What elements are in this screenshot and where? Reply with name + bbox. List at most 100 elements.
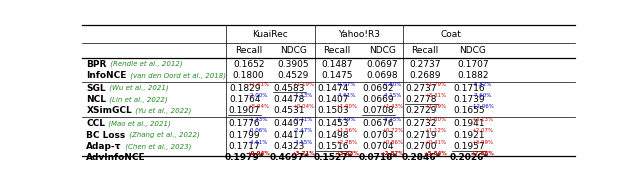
Text: -4.61%: -4.61% bbox=[337, 93, 356, 98]
Text: 0.1957: 0.1957 bbox=[453, 142, 484, 151]
Text: KuaiRec: KuaiRec bbox=[253, 30, 289, 39]
Text: 0.1800: 0.1800 bbox=[233, 71, 264, 80]
Text: 0.1453: 0.1453 bbox=[317, 119, 349, 128]
Text: 0.1716: 0.1716 bbox=[453, 84, 484, 93]
Text: +1.49%: +1.49% bbox=[424, 104, 446, 109]
Text: NDCG: NDCG bbox=[460, 46, 486, 55]
Text: 0.0698: 0.0698 bbox=[367, 71, 398, 80]
Text: 0.1707: 0.1707 bbox=[457, 60, 489, 69]
Text: 0.1516: 0.1516 bbox=[317, 142, 349, 151]
Text: 0.2732: 0.2732 bbox=[406, 119, 437, 128]
Text: 0.3905: 0.3905 bbox=[278, 60, 309, 69]
Text: +1.60%: +1.60% bbox=[424, 117, 446, 122]
Text: +5.84%: +5.84% bbox=[423, 151, 447, 156]
Text: 0.0703: 0.0703 bbox=[363, 130, 394, 140]
Text: (Mao et al., 2021): (Mao et al., 2021) bbox=[106, 120, 171, 127]
Text: -1.13%: -1.13% bbox=[294, 93, 313, 98]
Text: 0.0708: 0.0708 bbox=[363, 106, 394, 115]
Text: +0.04%: +0.04% bbox=[292, 104, 314, 109]
Text: 0.1655: 0.1655 bbox=[453, 106, 484, 115]
Text: 0.2700: 0.2700 bbox=[406, 142, 437, 151]
Text: +3.53%: +3.53% bbox=[335, 151, 359, 156]
Text: +3.13%: +3.13% bbox=[472, 117, 494, 122]
Text: Coat: Coat bbox=[440, 30, 461, 39]
Text: 0.1407: 0.1407 bbox=[317, 95, 349, 104]
Text: 0.1475: 0.1475 bbox=[321, 71, 353, 80]
Text: +0.72%: +0.72% bbox=[381, 129, 404, 134]
Text: 0.4531: 0.4531 bbox=[273, 106, 305, 115]
Text: -0.80%: -0.80% bbox=[383, 82, 402, 87]
Text: BPR: BPR bbox=[86, 60, 107, 69]
Text: 0.1652: 0.1652 bbox=[233, 60, 264, 69]
Text: (Chen et al., 2023): (Chen et al., 2023) bbox=[123, 143, 191, 150]
Text: 0.2719: 0.2719 bbox=[406, 130, 437, 140]
Text: -0.71%: -0.71% bbox=[294, 117, 313, 122]
Text: +7.65%: +7.65% bbox=[471, 151, 495, 156]
Text: SGL: SGL bbox=[86, 84, 106, 93]
Text: +3.71%: +3.71% bbox=[291, 151, 315, 156]
Text: (Zhang et al., 2022): (Zhang et al., 2022) bbox=[127, 132, 200, 138]
Text: 0.4583: 0.4583 bbox=[273, 84, 305, 93]
Text: NDCG: NDCG bbox=[280, 46, 307, 55]
Text: Recall: Recall bbox=[323, 46, 351, 55]
Text: +1.79%: +1.79% bbox=[424, 82, 446, 87]
Text: 0.1474: 0.1474 bbox=[317, 84, 349, 93]
Text: 0.1764: 0.1764 bbox=[229, 95, 260, 104]
Text: Recall: Recall bbox=[412, 46, 439, 55]
Text: 0.4529: 0.4529 bbox=[278, 71, 309, 80]
Text: +1.19%: +1.19% bbox=[292, 82, 314, 87]
Text: 0.1717: 0.1717 bbox=[229, 142, 260, 151]
Text: +1.90%: +1.90% bbox=[336, 104, 358, 109]
Text: Recall: Recall bbox=[235, 46, 262, 55]
Text: 0.1776: 0.1776 bbox=[229, 119, 260, 128]
Text: +3.31%: +3.31% bbox=[424, 93, 446, 98]
Text: (Wu et al., 2021): (Wu et al., 2021) bbox=[107, 85, 169, 91]
Text: (Lin et al., 2022): (Lin et al., 2022) bbox=[108, 96, 168, 103]
Text: +1.43%: +1.43% bbox=[381, 104, 404, 109]
Text: 0.0704: 0.0704 bbox=[363, 142, 394, 151]
Text: 0.4478: 0.4478 bbox=[274, 95, 305, 104]
Text: +9.94%: +9.94% bbox=[246, 151, 271, 156]
Text: 0.2026*: 0.2026* bbox=[449, 153, 488, 162]
Text: 0.0669: 0.0669 bbox=[363, 95, 394, 104]
Text: -2.00%: -2.00% bbox=[249, 93, 268, 98]
Text: NCL: NCL bbox=[86, 95, 106, 104]
Text: +0.86%: +0.86% bbox=[381, 140, 404, 145]
Text: XSimGCL: XSimGCL bbox=[86, 106, 132, 115]
Text: -4.15%: -4.15% bbox=[383, 93, 402, 98]
Text: 0.0697: 0.0697 bbox=[367, 60, 398, 69]
Text: -7.60%: -7.60% bbox=[473, 93, 492, 98]
Text: -1.33%: -1.33% bbox=[249, 117, 268, 122]
Text: (Rendle et al., 2012): (Rendle et al., 2012) bbox=[108, 61, 182, 67]
Text: 0.1503: 0.1503 bbox=[317, 106, 349, 115]
Text: 0.4417: 0.4417 bbox=[274, 130, 305, 140]
Text: NDCG: NDCG bbox=[369, 46, 396, 55]
Text: +5.94%: +5.94% bbox=[248, 104, 269, 109]
Text: InfoNCE: InfoNCE bbox=[86, 71, 127, 80]
Text: -12.06%: -12.06% bbox=[471, 104, 494, 109]
Text: +1.61%: +1.61% bbox=[248, 82, 269, 87]
Text: CCL: CCL bbox=[86, 119, 106, 128]
Text: 0.1921: 0.1921 bbox=[453, 130, 484, 140]
Text: -1.49%: -1.49% bbox=[337, 117, 356, 122]
Text: 0.4323: 0.4323 bbox=[274, 142, 305, 151]
Text: AdvInfoNCE: AdvInfoNCE bbox=[86, 153, 146, 162]
Text: (Yu et al., 2022): (Yu et al., 2022) bbox=[133, 108, 191, 114]
Text: 0.1527*: 0.1527* bbox=[313, 153, 353, 162]
Text: -8.82%: -8.82% bbox=[473, 82, 492, 87]
Text: 0.2737: 0.2737 bbox=[406, 84, 437, 93]
Text: +1.56%: +1.56% bbox=[336, 129, 358, 134]
Text: BC Loss: BC Loss bbox=[86, 130, 125, 140]
Text: +2.87%: +2.87% bbox=[381, 151, 404, 156]
Text: 0.1739: 0.1739 bbox=[453, 95, 484, 104]
Text: 0.1979*: 0.1979* bbox=[225, 153, 264, 162]
Text: 0.1487: 0.1487 bbox=[321, 60, 353, 69]
Text: -4.55%: -4.55% bbox=[294, 140, 313, 145]
Text: 0.1498: 0.1498 bbox=[317, 130, 349, 140]
Text: 0.1799: 0.1799 bbox=[229, 130, 260, 140]
Text: 0.0676: 0.0676 bbox=[363, 119, 394, 128]
Text: 0.2846*: 0.2846* bbox=[401, 153, 441, 162]
Text: +3.99%: +3.99% bbox=[472, 140, 494, 145]
Text: 0.4497: 0.4497 bbox=[274, 119, 305, 128]
Text: 0.1882: 0.1882 bbox=[457, 71, 488, 80]
